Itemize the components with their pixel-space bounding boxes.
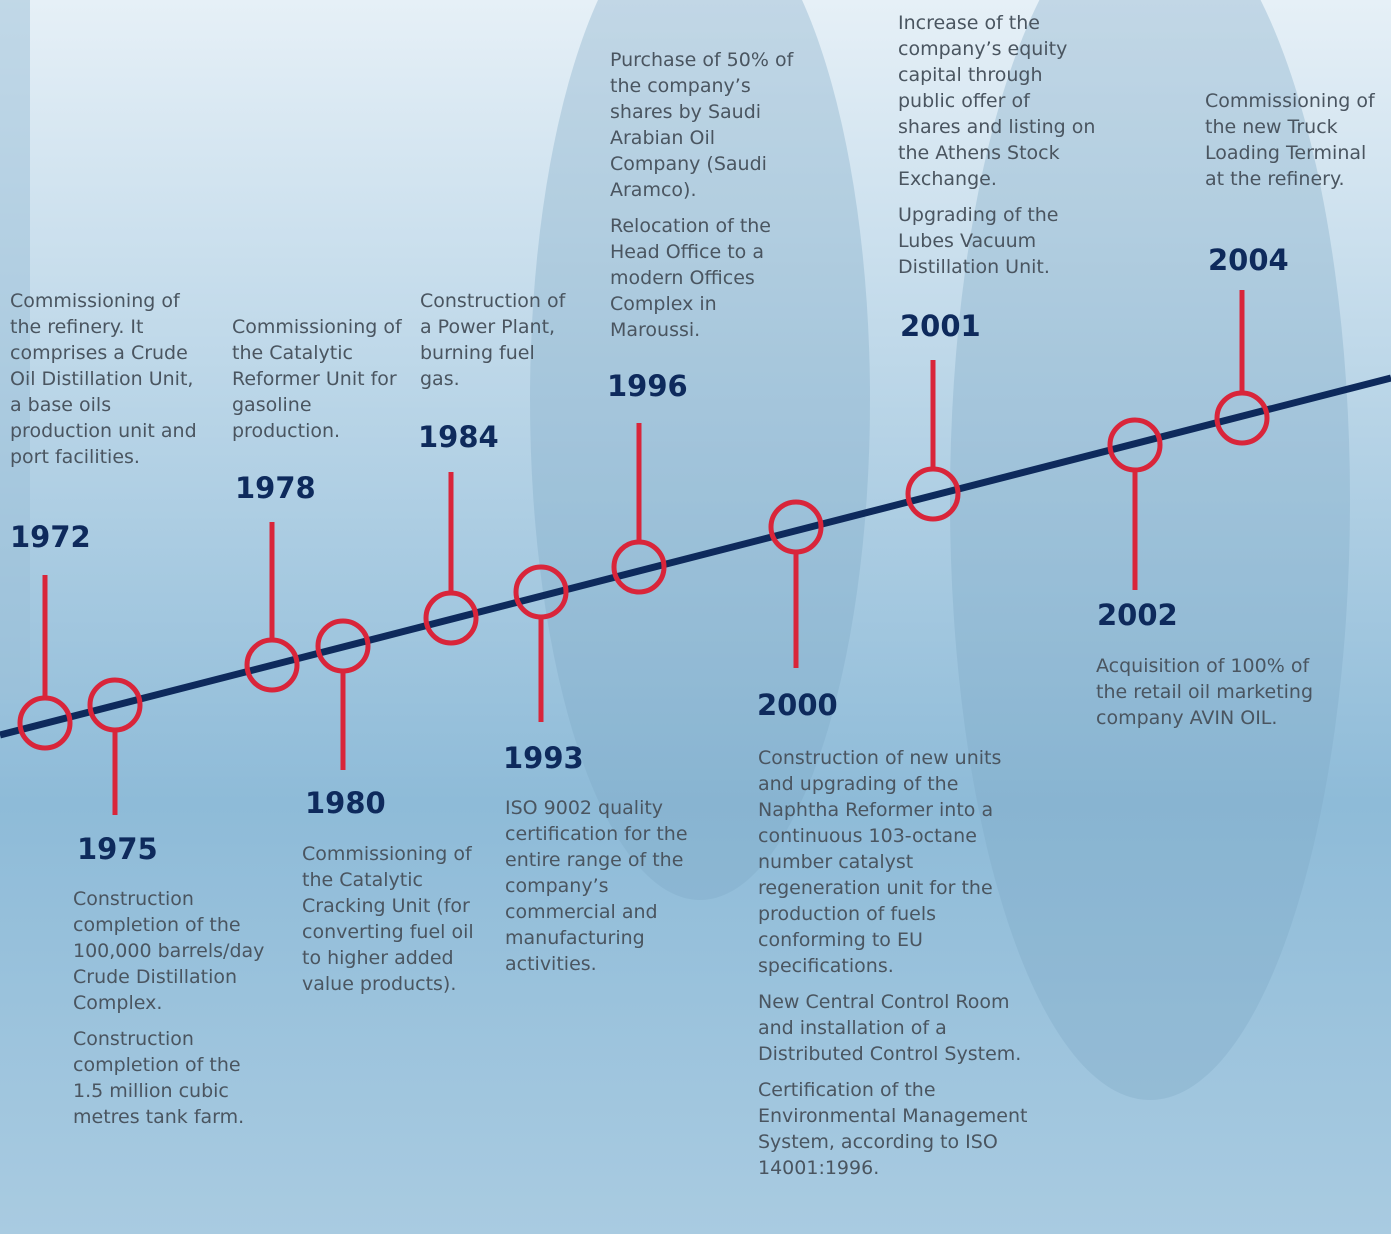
paragraph: Construction of a Power Plant, burning f… [420,288,575,392]
year: 1984 [418,420,499,454]
year: 2004 [1208,243,1289,277]
event-description: Acquisition of 100% of the retail oil ma… [1096,653,1326,741]
paragraph: Purchase of 50% of the company’s shares … [610,47,810,203]
paragraph: Upgrading of the Lubes Vacuum Distillati… [898,202,1098,280]
event-description: Commissioning of the Catalytic Cracking … [302,841,477,1007]
event-description: Construction of a Power Plant, burning f… [420,288,575,402]
year: 2000 [757,688,838,722]
event-description: Commissioning of the refinery. It compri… [10,288,210,480]
year: 1993 [503,741,584,775]
paragraph: Construction completion of the 1.5 milli… [73,1026,268,1130]
paragraph: Acquisition of 100% of the retail oil ma… [1096,653,1326,731]
year: 1980 [305,786,386,820]
timeline-page: (() => { const data = JSON.parse(documen… [0,0,1391,1234]
event-description: ISO 9002 quality certification for the e… [505,795,700,987]
year: 2001 [900,309,981,343]
paragraph: Construction of new units and upgrading … [758,745,1038,979]
event-description: Increase of the company’s equity capital… [898,10,1098,290]
paragraph: Commissioning of the Catalytic Cracking … [302,841,477,997]
event-description: Purchase of 50% of the company’s shares … [610,47,810,353]
event-description: Construction of new units and upgrading … [758,745,1038,1191]
paragraph: Commissioning of the refinery. It compri… [10,288,210,470]
year: 1975 [77,832,158,866]
paragraph: Relocation of the Head Office to a moder… [610,213,810,343]
paragraph: Certification of the Environmental Manag… [758,1077,1038,1181]
event-description: Construction completion of the 100,000 b… [73,886,268,1140]
event-description: Commissioning of the new Truck Loading T… [1205,88,1380,202]
paragraph: Commissioning of the new Truck Loading T… [1205,88,1380,192]
paragraph: ISO 9002 quality certification for the e… [505,795,700,977]
year: 1978 [235,471,316,505]
event-description: Commissioning of the Catalytic Reformer … [232,314,402,454]
paragraph: New Central Control Room and installatio… [758,989,1038,1067]
paragraph: Increase of the company’s equity capital… [898,10,1098,192]
year: 1972 [10,520,91,554]
paragraph: Commissioning of the Catalytic Reformer … [232,314,402,444]
year: 1996 [607,369,688,403]
paragraph: Construction completion of the 100,000 b… [73,886,268,1016]
year: 2002 [1097,598,1178,632]
